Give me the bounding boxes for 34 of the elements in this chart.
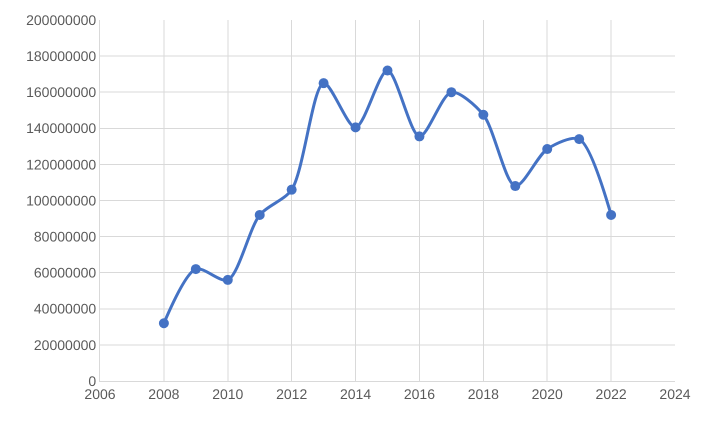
- point: [446, 87, 456, 98]
- point: [254, 210, 265, 220]
- y-tick-label: 140000000: [26, 120, 96, 136]
- point: [606, 210, 616, 220]
- point: [222, 274, 233, 285]
- point: [478, 110, 488, 120]
- point: [318, 78, 329, 88]
- point: [158, 318, 169, 328]
- point: [382, 66, 392, 76]
- x-tick-label: 2018: [468, 386, 500, 402]
- x-tick-label: 2008: [148, 386, 180, 402]
- point: [190, 264, 201, 274]
- x-tick-label: 2022: [596, 386, 627, 402]
- point: [414, 131, 424, 142]
- x-tick-label: 2012: [276, 386, 308, 402]
- x-tick-label: 2020: [532, 386, 563, 402]
- point: [574, 134, 584, 144]
- point: [542, 144, 552, 154]
- y-tick-label: 120000000: [26, 156, 96, 172]
- x-tick-label: 2010: [212, 386, 244, 402]
- y-tick-label: 80000000: [34, 228, 96, 244]
- y-tick-label: 40000000: [34, 300, 96, 317]
- point: [510, 181, 520, 192]
- y-tick-label: 60000000: [34, 264, 96, 281]
- x-tick-label: 2024: [659, 386, 691, 402]
- x-tick-label: 2016: [404, 386, 436, 402]
- y-tick-label: 200000000: [26, 12, 96, 28]
- y-tick-label: 20000000: [34, 336, 96, 353]
- x-tick-label: 2014: [340, 386, 372, 402]
- point: [286, 184, 297, 195]
- y-tick-label: 160000000: [26, 84, 96, 100]
- point: [350, 122, 361, 132]
- y-tick-label: 180000000: [26, 48, 96, 64]
- y-tick-label: 100000000: [26, 192, 96, 208]
